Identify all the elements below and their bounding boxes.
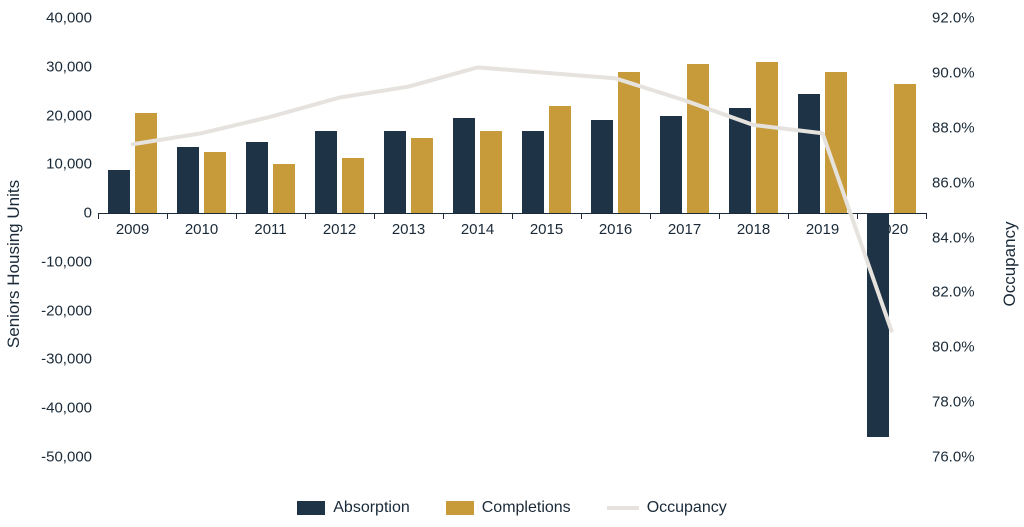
x-category-label: 2014	[461, 221, 494, 238]
seniors-housing-chart: Seniors Housing Units Occupancy 40,00030…	[0, 0, 1024, 527]
x-tick	[512, 213, 513, 219]
x-tick	[443, 213, 444, 219]
y-right-tick-label: 92.0%	[932, 10, 975, 27]
x-tick	[857, 213, 858, 219]
y-left-tick-label: -10,000	[41, 253, 92, 270]
x-tick	[650, 213, 651, 219]
y-left-tick-label: -40,000	[41, 400, 92, 417]
x-category-label: 2012	[323, 221, 356, 238]
occupancy-line	[98, 18, 926, 457]
y-right-tick-label: 84.0%	[932, 229, 975, 246]
x-tick	[926, 213, 927, 219]
x-category-label: 2009	[116, 221, 149, 238]
y-left-tick-label: 30,000	[46, 58, 92, 75]
x-tick	[374, 213, 375, 219]
legend-label-completions: Completions	[482, 499, 571, 517]
x-category-label: 2011	[254, 221, 286, 238]
x-tick	[581, 213, 582, 219]
legend-swatch-completions	[446, 501, 474, 515]
bar-completions	[342, 158, 364, 213]
y-right-axis-title: Occupancy	[1000, 221, 1020, 306]
bar-completions	[618, 72, 640, 213]
bar-completions	[411, 138, 433, 214]
x-category-label: 2013	[392, 221, 425, 238]
y-right-tick-label: 76.0%	[932, 449, 975, 466]
bar-absorption	[867, 213, 889, 437]
bar-absorption	[798, 94, 820, 214]
plot-area: 40,00030,00020,00010,0000-10,000-20,000-…	[98, 18, 926, 457]
y-left-tick-label: -20,000	[41, 302, 92, 319]
y-left-tick-label: 10,000	[46, 156, 92, 173]
bar-completions	[825, 72, 847, 213]
y-right-tick-label: 86.0%	[932, 174, 975, 191]
bar-completions	[549, 106, 571, 213]
bar-completions	[687, 64, 709, 213]
y-right-tick-label: 80.0%	[932, 339, 975, 356]
x-category-label: 2017	[668, 221, 701, 238]
bar-completions	[273, 164, 295, 213]
bar-absorption	[108, 170, 130, 213]
y-left-axis-title: Seniors Housing Units	[4, 179, 24, 347]
x-tick	[305, 213, 306, 219]
x-tick	[719, 213, 720, 219]
legend: Absorption Completions Occupancy	[0, 499, 1024, 517]
y-right-tick-label: 90.0%	[932, 64, 975, 81]
y-left-tick-label: 20,000	[46, 107, 92, 124]
x-category-label: 2015	[530, 221, 563, 238]
bar-completions	[480, 131, 502, 213]
x-tick	[98, 213, 99, 219]
legend-label-absorption: Absorption	[333, 499, 410, 517]
y-left-tick-label: 40,000	[46, 10, 92, 27]
y-left-tick-label: -30,000	[41, 351, 92, 368]
y-right-tick-label: 88.0%	[932, 119, 975, 136]
bar-absorption	[177, 147, 199, 213]
bar-absorption	[453, 118, 475, 213]
bar-absorption	[660, 116, 682, 214]
legend-swatch-absorption	[297, 501, 325, 515]
x-tick	[236, 213, 237, 219]
bar-absorption	[591, 120, 613, 213]
bar-completions	[204, 152, 226, 213]
y-right-tick-label: 78.0%	[932, 394, 975, 411]
legend-item-occupancy: Occupancy	[607, 499, 727, 517]
bar-completions	[135, 113, 157, 213]
x-category-label: 2018	[737, 221, 770, 238]
x-tick	[788, 213, 789, 219]
y-left-tick-label: 0	[84, 205, 92, 222]
x-category-label: 2010	[185, 221, 218, 238]
x-tick	[167, 213, 168, 219]
legend-label-occupancy: Occupancy	[647, 499, 727, 517]
bar-absorption	[384, 131, 406, 213]
y-right-tick-label: 82.0%	[932, 284, 975, 301]
x-category-label: 2019	[806, 221, 839, 238]
bar-absorption	[246, 142, 268, 213]
bar-absorption	[522, 131, 544, 213]
x-category-label: 2016	[599, 221, 632, 238]
bar-completions	[756, 62, 778, 213]
legend-item-completions: Completions	[446, 499, 571, 517]
bar-completions	[894, 84, 916, 213]
y-left-tick-label: -50,000	[41, 449, 92, 466]
legend-swatch-occupancy	[607, 506, 639, 510]
legend-item-absorption: Absorption	[297, 499, 410, 517]
bar-absorption	[315, 131, 337, 213]
bar-absorption	[729, 108, 751, 213]
